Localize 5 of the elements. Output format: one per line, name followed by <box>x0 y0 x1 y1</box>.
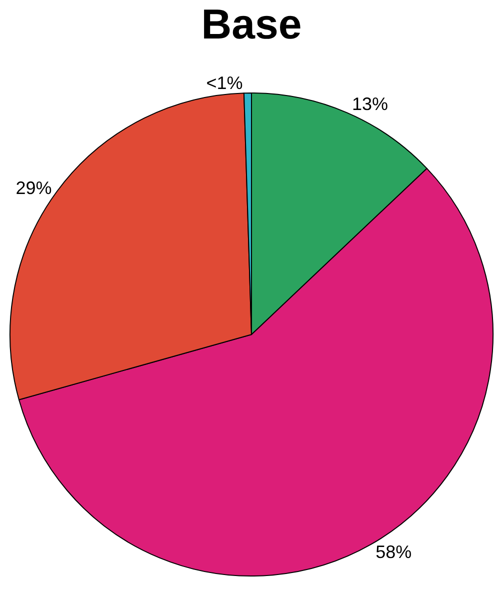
data-label: 13% <box>352 94 388 114</box>
chart-title: Base <box>201 0 302 48</box>
data-label: <1% <box>206 73 243 94</box>
data-label: 29% <box>16 178 52 198</box>
data-label: 58% <box>376 542 412 562</box>
